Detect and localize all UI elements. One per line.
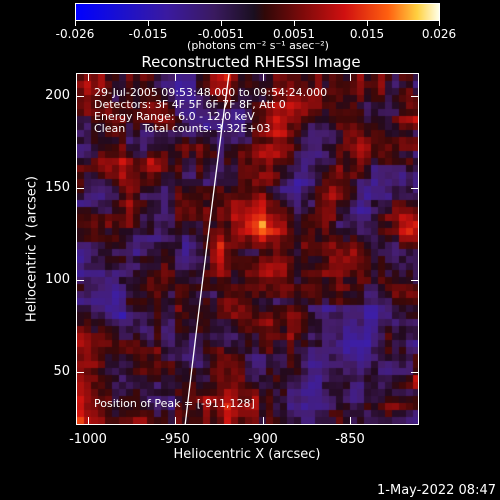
peak-position: Position of Peak = [-911,128] — [94, 397, 255, 410]
rhessi-image-heatmap — [77, 74, 418, 424]
colorbar-tick-label: -0.015 — [128, 27, 168, 41]
colorbar-tick-label: 0.0051 — [273, 27, 315, 41]
y-tick-label: 200 — [45, 88, 70, 103]
colorbar-units: (photons cm⁻² s⁻¹ asec⁻²) — [187, 39, 329, 52]
colorbar-tick-label: -0.0051 — [197, 27, 245, 41]
y-tick-label: 150 — [45, 180, 70, 195]
colorbar-tick-label: 0.015 — [349, 27, 385, 41]
colorbar — [75, 3, 440, 21]
method-counts: Clean Total counts: 3.32E+03 — [94, 122, 271, 135]
colorbar-tick-label: 0.026 — [421, 27, 457, 41]
y-tick-label: 100 — [45, 272, 70, 287]
observation-time: 29-Jul-2005 09:53:48.000 to 09:54:24.000 — [94, 86, 328, 99]
energy-range: Energy Range: 6.0 - 12.0 keV — [94, 110, 255, 123]
footer-timestamp: 1-May-2022 08:47 — [377, 483, 496, 498]
solar-limb-line — [184, 74, 230, 424]
solar-limb-overlay — [184, 74, 230, 424]
x-tick-label: -900 — [248, 432, 278, 447]
x-tick-label: -1000 — [69, 432, 107, 447]
colorbar-tick-label: -0.026 — [55, 27, 95, 41]
plot-title: Reconstructed RHESSI Image — [141, 53, 361, 71]
detectors-info: Detectors: 3F 4F 5F 6F 7F 8F, Att 0 — [94, 98, 286, 111]
y-axis-label: Heliocentric Y (arcsec) — [24, 176, 40, 322]
image-plot-area — [76, 73, 419, 425]
x-tick-label: -950 — [160, 432, 190, 447]
x-tick-label: -850 — [335, 432, 365, 447]
x-axis-label: Heliocentric X (arcsec) — [173, 447, 321, 462]
y-tick-label: 50 — [53, 364, 70, 379]
